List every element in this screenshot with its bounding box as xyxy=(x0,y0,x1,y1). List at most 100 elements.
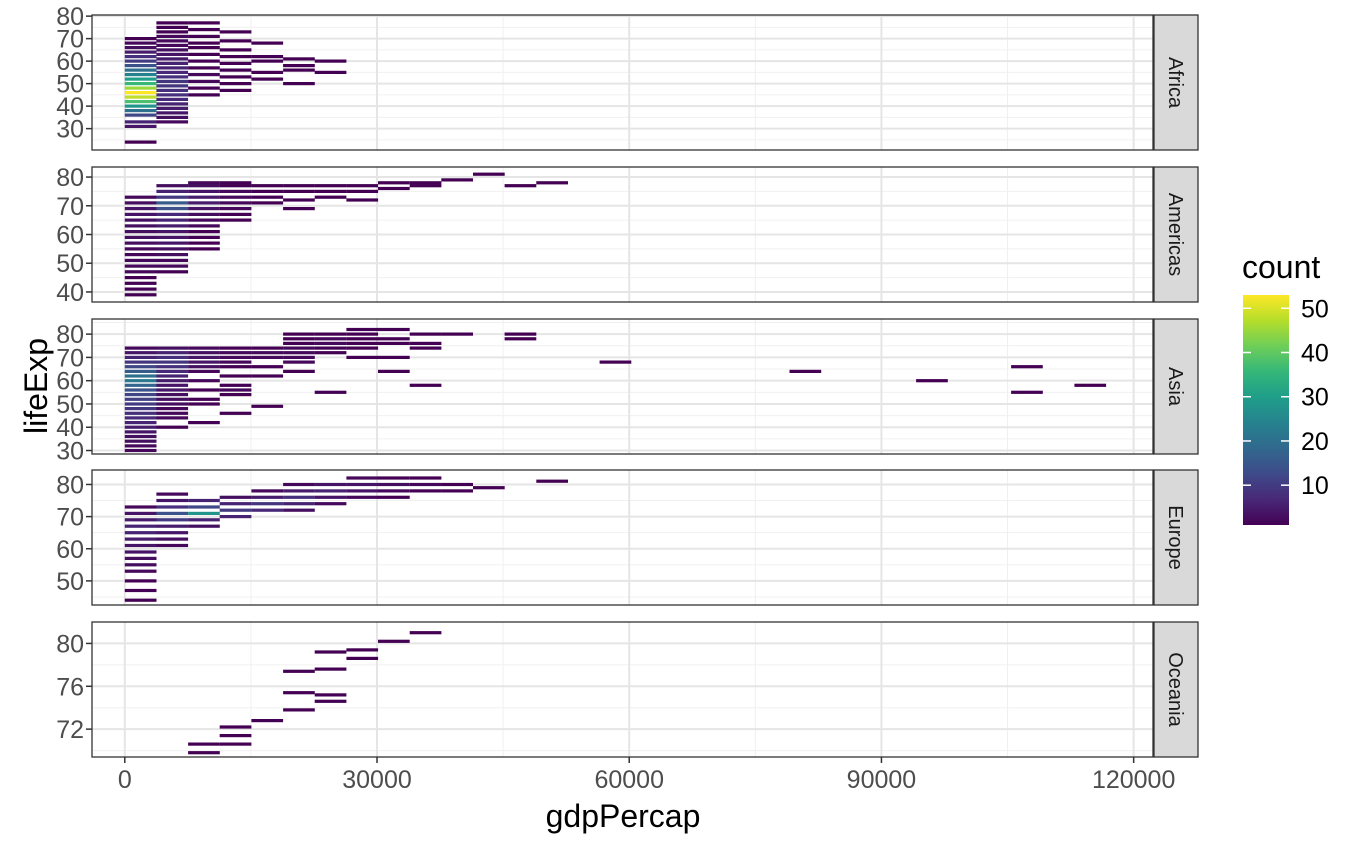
legend-tick-label: 20 xyxy=(1301,428,1329,456)
heatmap-bin xyxy=(156,511,189,515)
heatmap-bin xyxy=(409,184,442,188)
heatmap-bin xyxy=(283,82,315,86)
heatmap-bin xyxy=(124,258,157,262)
heatmap-bin xyxy=(124,140,157,144)
heatmap-bin xyxy=(251,502,284,506)
heatmap-bin xyxy=(188,218,220,222)
heatmap-bin xyxy=(378,482,410,487)
heatmap-bin xyxy=(188,518,220,522)
heatmap-bin xyxy=(188,524,220,528)
heatmap-bin xyxy=(156,52,189,56)
panel-border xyxy=(91,621,1154,758)
panel-oceania: 72 76 80 Oceania xyxy=(56,621,1199,758)
y-tick-label: 30 xyxy=(56,438,84,466)
heatmap-bin xyxy=(188,402,220,406)
heatmap-bin xyxy=(283,57,315,61)
heatmap-bin xyxy=(124,46,157,50)
heatmap-bin xyxy=(156,115,189,119)
heatmap-bin xyxy=(188,379,220,383)
heatmap-bin xyxy=(283,332,315,336)
heatmap-bin xyxy=(124,416,157,420)
y-tick-label: 70 xyxy=(56,26,84,54)
y-tick-label: 40 xyxy=(56,279,84,307)
heatmap-bin xyxy=(188,34,220,38)
panel-background xyxy=(92,319,1153,454)
heatmap-bin xyxy=(124,374,157,378)
heatmap-bin xyxy=(346,341,379,345)
heatmap-bin xyxy=(441,482,473,487)
heatmap-bin xyxy=(156,492,189,496)
panel-background xyxy=(92,622,1153,757)
heatmap-bin xyxy=(124,281,157,285)
heatmap-bin xyxy=(314,699,347,703)
heatmap-bin xyxy=(219,346,252,350)
heatmap-bin xyxy=(124,448,157,453)
heatmap-bin xyxy=(314,502,347,506)
heatmap-bin xyxy=(283,708,315,712)
heatmap-bin xyxy=(188,46,220,50)
heatmap-bin xyxy=(251,59,284,63)
heatmap-bin xyxy=(251,70,284,74)
facet-strip-label: Africa xyxy=(1164,57,1186,109)
heatmap-bin xyxy=(124,201,157,205)
heatmap-bin xyxy=(156,120,189,124)
facet-strip xyxy=(1153,14,1199,151)
panels-layer: 304050607080Africa4050607080Americas3040… xyxy=(56,3,1199,758)
heatmap-bin xyxy=(156,407,189,411)
heatmap-bin xyxy=(409,489,442,493)
heatmap-bin xyxy=(124,579,157,583)
heatmap-bin xyxy=(156,411,189,415)
heatmap-bin xyxy=(156,270,189,274)
heatmap-bin xyxy=(251,365,284,369)
heatmap-bin xyxy=(124,407,157,411)
heatmap-bin xyxy=(156,184,189,188)
heatmap-bin xyxy=(283,184,315,188)
heatmap-bin xyxy=(156,397,189,401)
heatmap-bin xyxy=(188,351,220,355)
y-tick-label: 80 xyxy=(56,471,84,499)
heatmap-bin xyxy=(536,181,568,185)
heatmap-bin xyxy=(283,508,315,512)
heatmap-bin xyxy=(251,508,284,512)
facet-strip xyxy=(1153,469,1199,606)
heatmap-bin xyxy=(124,218,157,222)
facet-strip-label: Americas xyxy=(1164,193,1186,276)
heatmap-bin xyxy=(156,402,189,406)
heatmap-bin xyxy=(124,124,157,128)
heatmap-bin xyxy=(378,639,410,643)
heatmap-bin xyxy=(156,61,189,65)
heatmap-bin xyxy=(251,351,284,355)
y-tick-label: 80 xyxy=(56,630,84,658)
heatmap-bin xyxy=(536,479,568,483)
heatmap-bin xyxy=(124,365,157,369)
heatmap-bin xyxy=(283,207,315,211)
heatmap-bin xyxy=(156,75,189,79)
heatmap-bin xyxy=(124,276,157,280)
heatmap-bin xyxy=(124,524,157,528)
panel-border xyxy=(91,166,1154,303)
heatmap-bin xyxy=(378,337,410,341)
heatmap-bin xyxy=(124,383,157,387)
heatmap-bin xyxy=(314,189,347,193)
legend-tick-label: 50 xyxy=(1301,295,1329,323)
heatmap-bin xyxy=(124,100,157,104)
heatmap-bin xyxy=(219,355,252,359)
heatmap-bin xyxy=(124,68,157,72)
heatmap-bin xyxy=(156,355,189,359)
heatmap-bin xyxy=(124,41,157,45)
heatmap-bin xyxy=(283,495,315,499)
heatmap-bin xyxy=(188,421,220,425)
heatmap-bin xyxy=(283,360,315,364)
heatmap-bin xyxy=(409,341,442,345)
heatmap-bin xyxy=(124,518,157,522)
y-tick-label: 40 xyxy=(56,414,84,442)
heatmap-bin xyxy=(124,511,157,515)
heatmap-bin xyxy=(156,393,189,397)
heatmap-bin xyxy=(124,86,157,90)
facet-strip xyxy=(1153,318,1199,455)
heatmap-bin xyxy=(219,725,252,729)
heatmap-bin xyxy=(219,374,252,378)
heatmap-bin xyxy=(346,337,379,341)
heatmap-bin xyxy=(219,508,252,512)
heatmap-bin xyxy=(124,556,157,560)
